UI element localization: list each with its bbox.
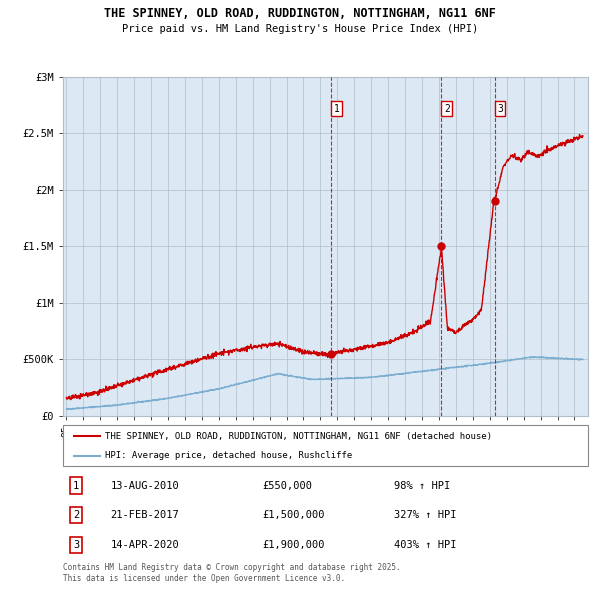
Text: THE SPINNEY, OLD ROAD, RUDDINGTON, NOTTINGHAM, NG11 6NF (detached house): THE SPINNEY, OLD ROAD, RUDDINGTON, NOTTI… [105, 432, 492, 441]
Text: 2: 2 [444, 104, 450, 114]
Text: 2: 2 [73, 510, 79, 520]
Text: 403% ↑ HPI: 403% ↑ HPI [394, 540, 456, 550]
Text: Price paid vs. HM Land Registry's House Price Index (HPI): Price paid vs. HM Land Registry's House … [122, 24, 478, 34]
Text: 21-FEB-2017: 21-FEB-2017 [110, 510, 179, 520]
Text: THE SPINNEY, OLD ROAD, RUDDINGTON, NOTTINGHAM, NG11 6NF: THE SPINNEY, OLD ROAD, RUDDINGTON, NOTTI… [104, 7, 496, 20]
Text: £550,000: £550,000 [263, 480, 313, 490]
Text: 13-AUG-2010: 13-AUG-2010 [110, 480, 179, 490]
Text: 3: 3 [497, 104, 503, 114]
Text: Contains HM Land Registry data © Crown copyright and database right 2025.
This d: Contains HM Land Registry data © Crown c… [63, 563, 401, 583]
Text: 14-APR-2020: 14-APR-2020 [110, 540, 179, 550]
Text: 98% ↑ HPI: 98% ↑ HPI [394, 480, 450, 490]
Text: 1: 1 [73, 480, 79, 490]
Text: 1: 1 [334, 104, 339, 114]
Text: £1,900,000: £1,900,000 [263, 540, 325, 550]
Text: 327% ↑ HPI: 327% ↑ HPI [394, 510, 456, 520]
Text: 3: 3 [73, 540, 79, 550]
Text: HPI: Average price, detached house, Rushcliffe: HPI: Average price, detached house, Rush… [105, 451, 352, 460]
Text: £1,500,000: £1,500,000 [263, 510, 325, 520]
